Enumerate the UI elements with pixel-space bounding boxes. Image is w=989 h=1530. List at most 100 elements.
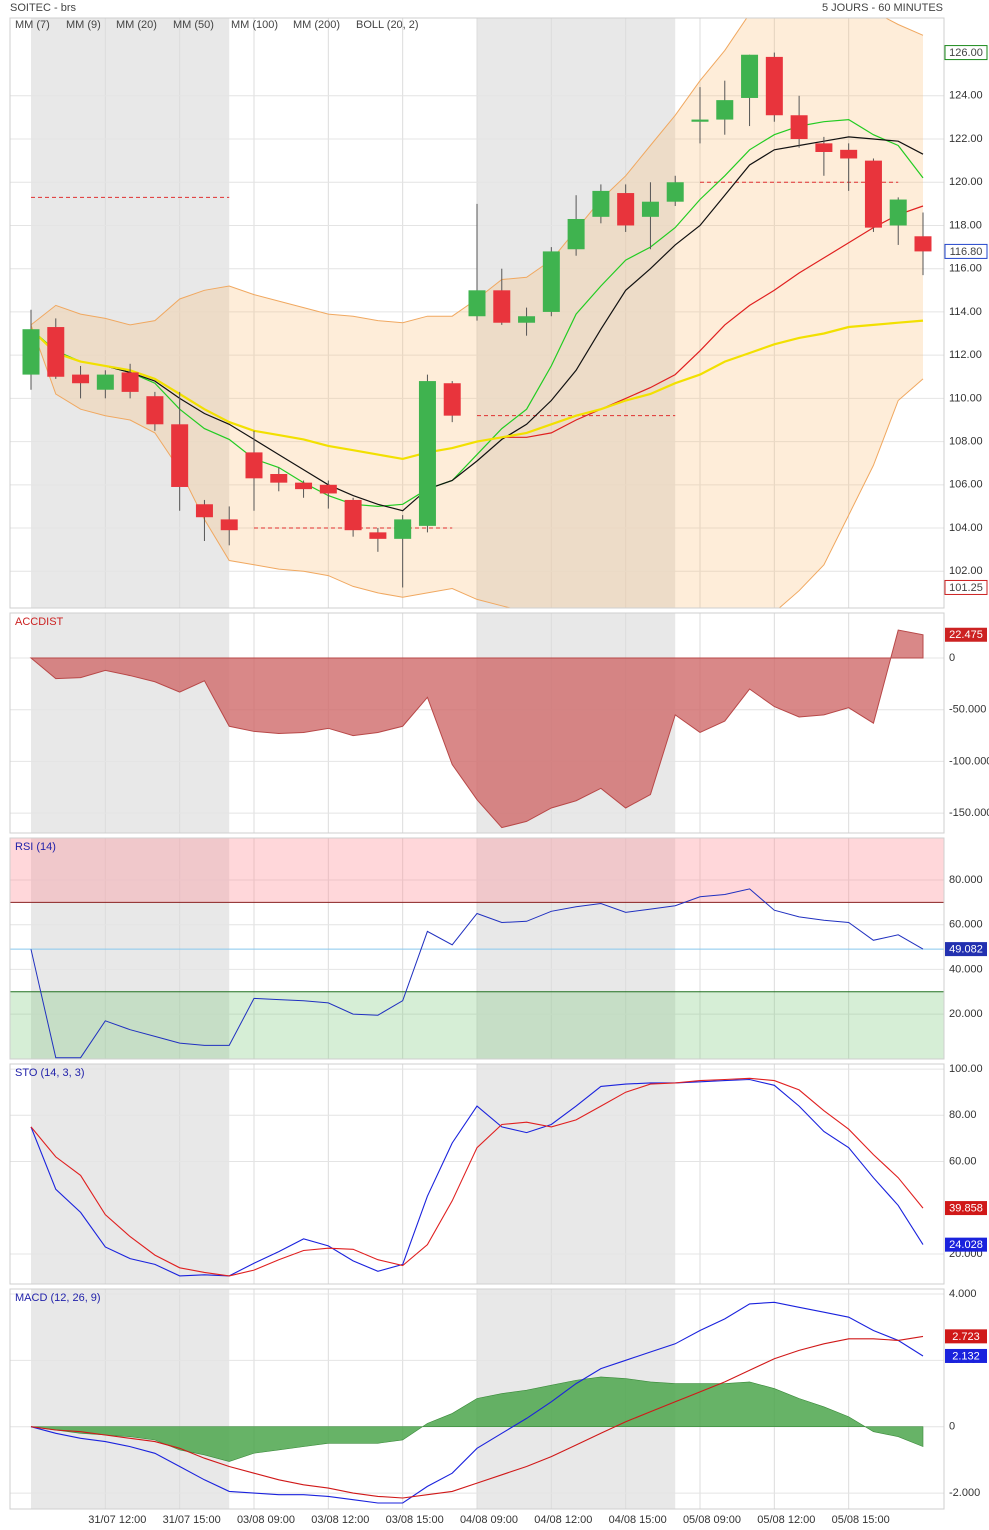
oversold-zone: [10, 991, 944, 1059]
panel-border: [9, 1063, 945, 1285]
candle-body: [344, 499, 362, 531]
session-shade: [477, 1064, 676, 1284]
y-tick-label: 0: [949, 1421, 955, 1433]
y-tick-label: 122.00: [949, 133, 983, 145]
candle-body: [815, 143, 833, 152]
session-shade: [31, 1289, 230, 1509]
candle-body: [47, 327, 65, 377]
accdist-area: [29, 629, 924, 829]
y-tick-label: 124.00: [949, 90, 983, 102]
value-box: [945, 1201, 987, 1216]
candle-body: [22, 329, 40, 375]
x-tick-label: 03/08 15:00: [386, 1514, 444, 1526]
y-tick-label: 112.00: [949, 349, 982, 361]
x-tick-label: 31/07 12:00: [88, 1514, 146, 1526]
candle-body: [121, 372, 139, 392]
candle-body: [270, 474, 288, 483]
candle-body: [369, 532, 387, 539]
value-box: [945, 942, 987, 957]
x-tick-label: 04/08 12:00: [534, 1514, 592, 1526]
candle-body: [716, 100, 734, 120]
candle-body: [889, 199, 907, 226]
panel-title: MACD (12, 26, 9): [15, 1292, 101, 1304]
x-tick-label: 31/07 15:00: [163, 1514, 221, 1526]
candle-body: [171, 424, 189, 487]
panel-border: [9, 837, 945, 1060]
x-tick-label: 04/08 09:00: [460, 1514, 518, 1526]
candle-body: [914, 236, 932, 252]
value-box-label: 22.475: [949, 629, 983, 641]
y-tick-label: 102.00: [949, 565, 983, 577]
x-tick-label: 05/08 15:00: [832, 1514, 890, 1526]
y-tick-label: -150.000: [949, 807, 989, 819]
rsi-line: [30, 888, 924, 1059]
value-box: [944, 579, 988, 595]
value-box-label: 39.858: [949, 1202, 983, 1214]
candle-body: [567, 218, 585, 250]
candle-body: [146, 396, 164, 425]
panel-border: [9, 17, 945, 609]
candle-body: [617, 193, 635, 226]
y-tick-label: 60.000: [949, 919, 983, 931]
y-tick-label: -100.000: [949, 755, 989, 767]
y-tick-label: 104.00: [949, 522, 983, 534]
y-tick-label: -50.000: [949, 704, 986, 716]
header-title: SOITEC - brs: [10, 2, 77, 14]
candle-body: [840, 149, 858, 159]
candle-body: [592, 190, 610, 217]
panel: [10, 18, 944, 608]
x-tick-label: 05/08 12:00: [757, 1514, 815, 1526]
x-tick-label: 05/08 09:00: [683, 1514, 741, 1526]
y-tick-label: 20.000: [949, 1008, 983, 1020]
y-tick-label: 0: [949, 652, 955, 664]
y-tick-label: 80.00: [949, 1109, 977, 1121]
value-box-label: 2.723: [952, 1331, 980, 1343]
candle-body: [765, 56, 783, 116]
session-shade: [31, 838, 230, 1059]
panel-border: [9, 1288, 945, 1510]
y-tick-label: 118.00: [949, 219, 982, 231]
y-tick-label: -2.000: [949, 1487, 980, 1499]
y-tick-label: 108.00: [949, 435, 983, 447]
value-box-label: 24.028: [949, 1239, 983, 1251]
panel-title: ACCDIST: [15, 616, 64, 628]
legend-entry: MM (7): [15, 19, 50, 31]
panel: [10, 1064, 944, 1284]
value-box: [945, 1348, 987, 1363]
candle-body: [418, 381, 436, 526]
y-tick-label: 100.00: [949, 1063, 983, 1075]
legend-entry: BOLL (20, 2): [356, 19, 419, 31]
panel-title: STO (14, 3, 3): [15, 1067, 85, 1079]
y-tick-label: 40.000: [949, 963, 983, 975]
panel: [10, 838, 944, 1059]
panel-border: [9, 612, 945, 834]
value-box-label: 49.082: [949, 944, 983, 956]
candle-body: [394, 519, 412, 539]
legend-entry: MM (9): [66, 19, 101, 31]
candle-body: [443, 383, 461, 416]
candle-body: [542, 251, 560, 312]
y-tick-label: 60.00: [949, 1155, 977, 1167]
session-shade: [477, 838, 676, 1059]
value-box: [945, 1237, 987, 1252]
legend-entry: MM (50): [173, 19, 214, 31]
value-box: [944, 45, 988, 61]
panel-title: RSI (14): [15, 841, 56, 853]
moving-average: [501, 205, 924, 438]
session-shade: [31, 613, 230, 833]
y-tick-label: 110.00: [949, 392, 982, 404]
value-box: [945, 627, 987, 642]
value-box-label: 126.00: [949, 47, 983, 59]
candle-body: [691, 119, 709, 122]
y-tick-label: 120.00: [949, 176, 983, 188]
candle-body: [220, 519, 238, 531]
legend-entry: MM (100): [231, 19, 278, 31]
value-box-label: 2.132: [952, 1350, 980, 1362]
candle-body: [319, 484, 337, 494]
candle-body: [864, 160, 882, 228]
y-tick-label: 4.000: [949, 1288, 977, 1300]
candle-body: [96, 374, 114, 390]
candle-body: [493, 290, 511, 323]
